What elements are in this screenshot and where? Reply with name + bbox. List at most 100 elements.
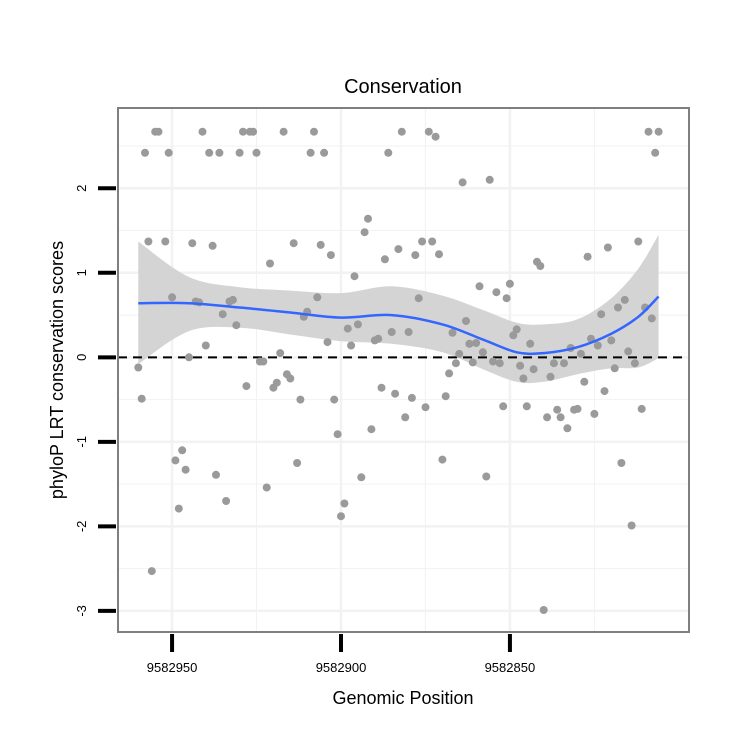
data-point	[637, 404, 646, 413]
data-point	[337, 512, 345, 521]
data-point	[465, 339, 474, 348]
data-point	[509, 331, 518, 340]
data-point	[218, 310, 227, 319]
grid-lines	[118, 108, 689, 632]
data-point	[168, 293, 177, 302]
data-point	[414, 294, 423, 303]
data-point	[600, 387, 609, 396]
data-point	[630, 359, 639, 368]
data-point	[286, 374, 295, 383]
data-point	[306, 148, 315, 157]
data-point	[556, 413, 565, 422]
data-point	[377, 383, 386, 392]
data-point	[468, 358, 477, 367]
y-tick-label: 0	[74, 354, 89, 361]
data-point	[141, 148, 149, 157]
data-point	[353, 320, 362, 329]
data-point	[614, 303, 622, 312]
data-point	[239, 127, 247, 136]
data-point	[458, 178, 467, 187]
data-point	[391, 389, 400, 398]
data-point	[482, 472, 491, 481]
smooth-fit-line	[138, 295, 660, 356]
data-point	[418, 237, 427, 246]
y-axis: -3 -2 -1 0 1 2	[74, 185, 116, 617]
data-point	[560, 359, 568, 368]
data-point	[475, 282, 484, 291]
x-tick-label: 9582950	[147, 660, 198, 675]
x-tick-label: 9582850	[485, 660, 536, 675]
data-points	[134, 127, 663, 614]
data-point	[563, 424, 572, 433]
data-point	[593, 341, 602, 350]
data-point	[279, 127, 288, 136]
data-point	[272, 378, 281, 387]
data-point	[441, 392, 450, 401]
data-point	[323, 338, 332, 347]
data-point	[134, 363, 143, 372]
data-point	[296, 395, 305, 404]
data-point	[364, 214, 372, 223]
y-axis-title: phyloP LRT conservation scores	[47, 241, 67, 499]
data-point	[539, 606, 548, 614]
data-point	[242, 382, 251, 391]
data-point	[320, 148, 329, 157]
data-point	[232, 321, 241, 330]
data-point	[350, 272, 359, 281]
data-point	[201, 341, 210, 350]
data-point	[536, 262, 545, 270]
data-point	[266, 259, 274, 268]
data-point	[620, 295, 629, 304]
data-point	[421, 403, 430, 412]
data-point	[316, 240, 325, 249]
plot-panel-border	[117, 107, 690, 633]
data-point	[610, 364, 619, 373]
confidence-ribbon	[138, 234, 659, 384]
data-point	[347, 341, 356, 350]
data-point	[597, 310, 606, 319]
data-point	[310, 127, 318, 136]
y-tick-label: 1	[74, 269, 89, 276]
data-point	[627, 521, 636, 530]
data-point	[499, 402, 508, 411]
data-point	[489, 357, 497, 366]
data-point	[276, 349, 285, 358]
data-point	[543, 413, 552, 422]
data-point	[590, 409, 599, 418]
data-point	[485, 175, 494, 184]
data-point	[401, 413, 410, 422]
y-tick-label: 2	[74, 185, 89, 192]
data-point	[171, 456, 180, 465]
data-point	[428, 237, 437, 246]
data-point	[516, 361, 525, 370]
data-point	[164, 148, 173, 157]
data-point	[522, 402, 531, 411]
data-point	[448, 328, 457, 337]
y-tick-label: -3	[74, 605, 89, 617]
data-point	[603, 243, 612, 252]
data-point	[293, 459, 302, 467]
data-point	[249, 127, 258, 136]
data-point	[259, 357, 268, 366]
data-point	[212, 470, 220, 479]
data-point	[374, 334, 383, 343]
data-point	[462, 317, 470, 325]
data-point	[313, 293, 322, 302]
data-point	[526, 339, 535, 348]
data-point	[174, 504, 183, 513]
data-point	[367, 425, 376, 434]
data-point	[647, 314, 656, 323]
data-point	[445, 369, 454, 378]
data-point	[360, 228, 369, 237]
data-point	[478, 348, 487, 357]
data-point	[654, 127, 663, 136]
y-tick-label: -1	[74, 436, 89, 448]
data-point	[198, 127, 207, 136]
data-point	[455, 349, 464, 358]
data-point	[424, 127, 433, 136]
x-axis: 9582950 9582900 9582850	[147, 634, 535, 675]
data-point	[472, 339, 481, 347]
data-point	[326, 251, 335, 260]
data-point	[235, 148, 244, 157]
